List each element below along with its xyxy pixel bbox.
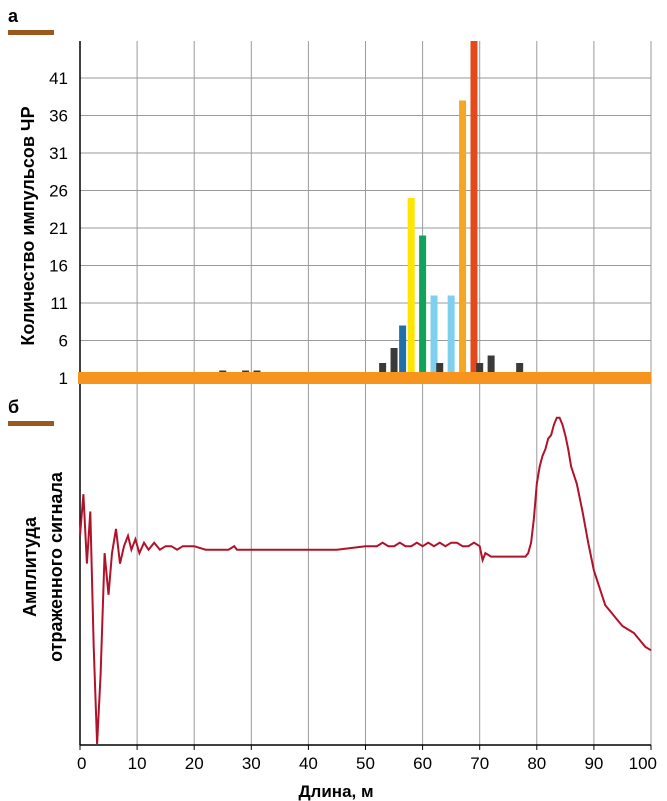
- reflected-signal-line: [79, 416, 652, 745]
- panel-a-baseline-band: [78, 372, 651, 384]
- panel-b-x-tick-label: 30: [242, 754, 261, 773]
- panel-a-bar: [476, 363, 484, 380]
- panel-a-bar: [447, 295, 455, 380]
- panel-a-grid: [79, 41, 652, 384]
- panel-a-bar: [399, 325, 407, 380]
- panel-a-bar: [407, 198, 415, 380]
- panel-b-accent-bar: [8, 421, 54, 426]
- panel-a-y-tick-label: 31: [49, 144, 68, 163]
- panel-a-y-tick-label: 1: [59, 369, 68, 388]
- panel-b-x-ticks: 0 10 20 30 40 50 60 70 80 90 100: [77, 745, 657, 773]
- panel-b-label: б: [8, 397, 19, 417]
- panel-b-x-tick-label: 10: [128, 754, 147, 773]
- panel-b-x-tick-label: 60: [413, 754, 432, 773]
- panel-a-bar: [430, 295, 438, 380]
- panel-b-x-tick-label: 20: [185, 754, 204, 773]
- panel-a-bar: [390, 348, 398, 380]
- panel-b-x-tick-label: 70: [470, 754, 489, 773]
- panel-a-y-tick-label: 11: [50, 294, 68, 313]
- panel-a-y-axis-label: Количество импульсов ЧР: [18, 106, 38, 345]
- panel-a-bars: [219, 41, 524, 380]
- panel-a-bar: [459, 100, 467, 380]
- panel-a-label: а: [8, 6, 19, 26]
- panel-a-y-tick-label: 41: [49, 69, 68, 88]
- panel-a-bar: [379, 363, 387, 380]
- panel-a-y-tick-label: 26: [49, 182, 68, 201]
- panel-b-x-tick-label: 40: [299, 754, 318, 773]
- panel-a-y-tick-label: 6: [59, 332, 68, 351]
- panel-a-y-tick-label: 21: [49, 219, 68, 238]
- panel-a-accent-bar: [8, 30, 54, 35]
- panel-b-x-axis-label: Длина, м: [298, 782, 373, 801]
- panel-a-y-tick-label: 16: [49, 257, 68, 276]
- panel-b-x-tick-label: 90: [584, 754, 603, 773]
- panel-b-x-tick-label: 0: [77, 754, 86, 773]
- panel-a-bar: [436, 363, 444, 380]
- panel-b-y-axis-label-line1: Амплитуда: [20, 516, 40, 617]
- panel-b-grid: [79, 384, 652, 745]
- panel-b-x-tick-label: 50: [356, 754, 375, 773]
- panel-b-y-axis-label-line2: отраженного сигнала: [46, 471, 66, 662]
- panel-b-x-tick-label: 100: [629, 754, 657, 773]
- panel-a-bar: [516, 363, 524, 380]
- panel-a-bar: [470, 41, 478, 380]
- panel-b-x-tick-label: 80: [527, 754, 546, 773]
- panel-a-bar: [419, 235, 427, 380]
- panel-a-bar: [487, 355, 495, 380]
- panel-a-y-tick-label: 36: [49, 107, 68, 126]
